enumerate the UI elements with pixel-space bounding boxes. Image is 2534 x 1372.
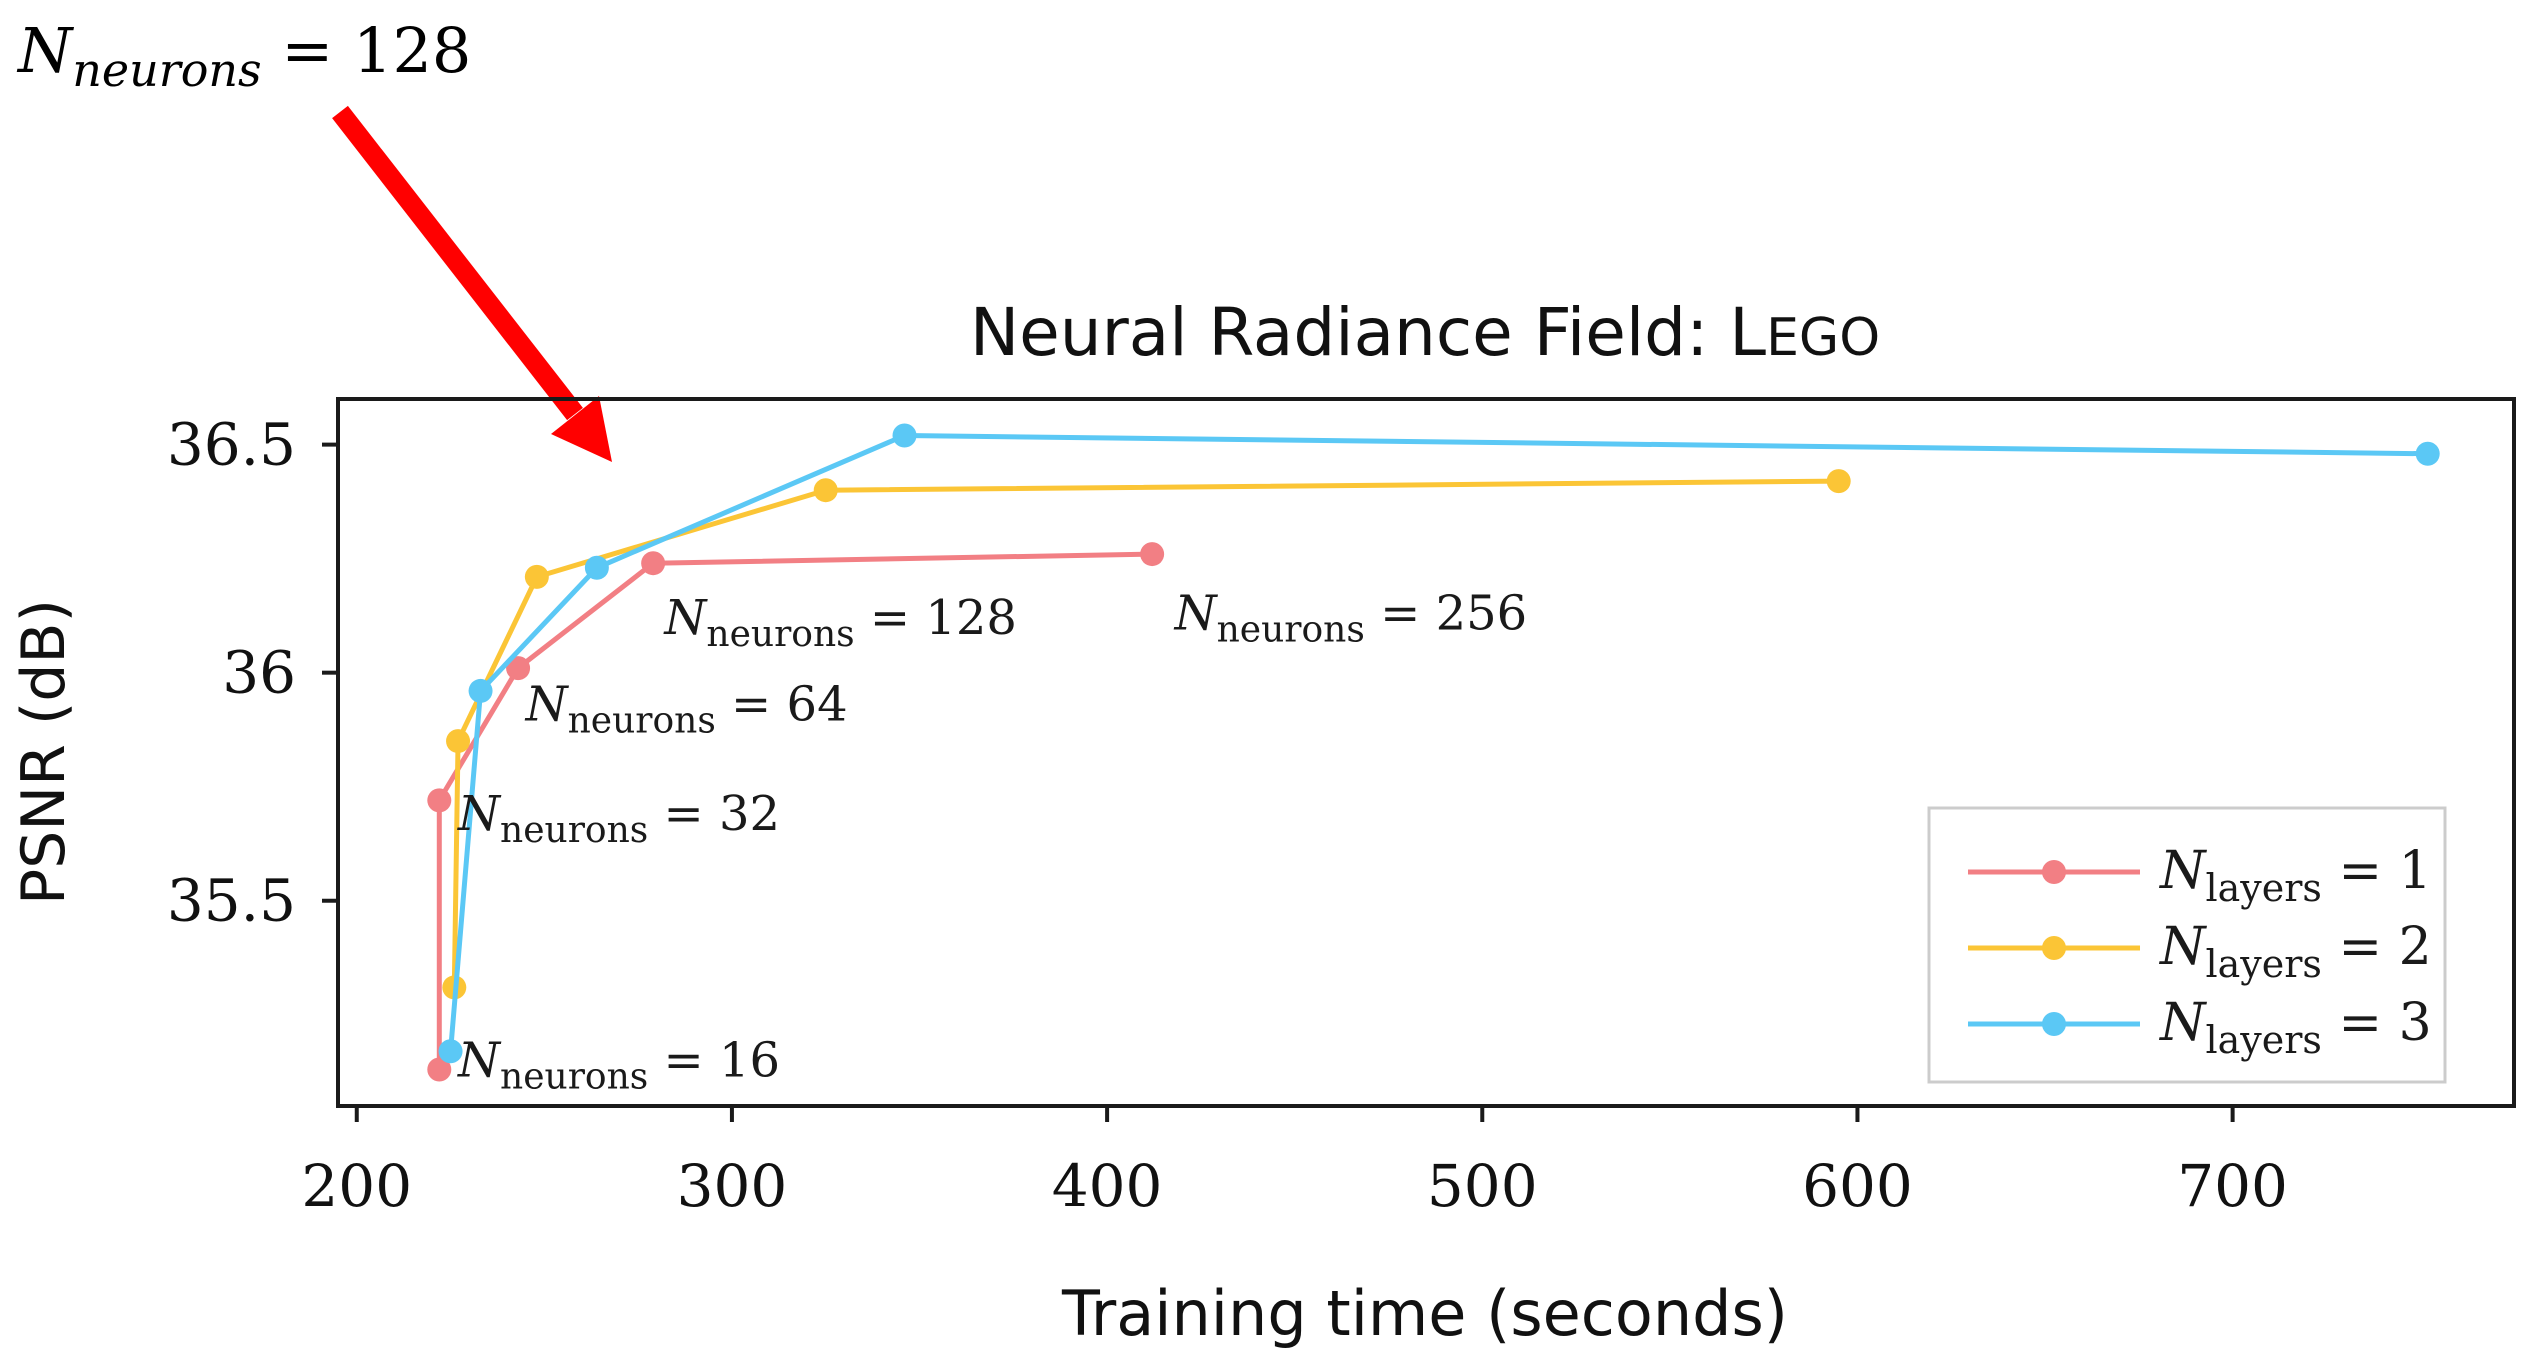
legend-label: Nlayers = 3 xyxy=(2158,993,2432,1062)
neuron-annotation: Nneurons = 32 xyxy=(457,786,780,851)
neuron-annotation-rest: = 256 xyxy=(1365,585,1527,641)
neuron-annotation-rest: = 32 xyxy=(648,786,780,842)
series-1-point xyxy=(1140,542,1165,567)
series-3-point xyxy=(468,678,493,703)
legend-label-main: N xyxy=(2158,841,2207,901)
legend-label: Nlayers = 1 xyxy=(2158,841,2432,910)
x-tick-label: 300 xyxy=(677,1152,788,1220)
series-3-point xyxy=(892,423,917,448)
neuron-annotation-main: N xyxy=(663,590,708,646)
neuron-annotation: Nneurons = 16 xyxy=(457,1032,780,1097)
legend-label-rest: = 2 xyxy=(2322,917,2432,977)
legend-swatch-marker xyxy=(2042,860,2066,884)
legend-swatch-marker xyxy=(2042,936,2066,960)
legend-label-main: N xyxy=(2158,917,2207,977)
neuron-annotation-sub: neurons xyxy=(568,701,716,742)
top-annotation-main: N xyxy=(16,14,75,87)
x-tick-label: 500 xyxy=(1427,1152,1538,1220)
y-axis-label: PSNR (dB) xyxy=(9,599,79,905)
legend-label-sub: layers xyxy=(2206,866,2322,910)
neuron-annotation: Nneurons = 64 xyxy=(525,677,848,742)
x-tick-label: 400 xyxy=(1052,1152,1163,1220)
chart-title-main: Neural Radiance Field: L xyxy=(970,294,1766,371)
y-tick-label: 35.5 xyxy=(167,867,296,935)
x-axis-ticks: 200 300 400 500 600 700 xyxy=(301,1106,2288,1220)
top-annotation: Nneurons = 128 xyxy=(16,14,612,462)
legend-swatch-marker xyxy=(2042,1012,2066,1036)
legend-label-main: N xyxy=(2158,993,2207,1053)
series-1-point xyxy=(506,656,531,681)
series-2-point xyxy=(524,564,549,589)
series-3-point xyxy=(2415,441,2440,466)
neuron-annotation-rest: = 128 xyxy=(855,590,1017,646)
series-1-point xyxy=(427,1057,452,1082)
top-annotation-sub: neurons xyxy=(72,43,261,97)
series-2-point xyxy=(1826,469,1851,494)
x-tick-label: 600 xyxy=(1802,1152,1913,1220)
legend-label-rest: = 1 xyxy=(2322,841,2432,901)
neuron-annotation-rest: = 16 xyxy=(648,1032,780,1088)
neuron-annotation-main: N xyxy=(457,1032,502,1088)
top-annotation-label: Nneurons = 128 xyxy=(16,14,471,97)
legend-box xyxy=(1927,806,2447,1084)
series-2-point xyxy=(446,729,471,754)
series-1-point xyxy=(641,551,666,576)
series-3-point xyxy=(438,1039,463,1064)
red-arrow-head xyxy=(551,396,612,462)
x-axis-label: Training time (seconds) xyxy=(1061,1277,1788,1350)
legend-label: Nlayers = 2 xyxy=(2158,917,2432,986)
red-arrow-shaft xyxy=(332,105,583,421)
x-tick-label: 700 xyxy=(2177,1152,2288,1220)
top-annotation-rest: = 128 xyxy=(262,14,472,87)
series-1-point xyxy=(427,788,452,813)
neuron-annotation-rest: = 64 xyxy=(716,677,848,733)
legend-label-sub: layers xyxy=(2206,1018,2322,1062)
y-axis-ticks: 35.5 36 36.5 xyxy=(167,411,338,935)
series-layer xyxy=(427,423,2440,1082)
neuron-annotation-sub: neurons xyxy=(706,614,854,655)
y-tick-label: 36.5 xyxy=(167,411,296,479)
y-tick-label: 36 xyxy=(222,639,296,707)
neuron-annotation-main: N xyxy=(457,786,502,842)
chart-title-smallcaps: EGO xyxy=(1766,308,1880,368)
neuron-annotation-main: N xyxy=(1174,585,1219,641)
plot-frame xyxy=(336,397,2516,1108)
neuron-annotation: Nneurons = 128 xyxy=(663,590,1017,655)
legend-label-sub: layers xyxy=(2206,942,2322,986)
x-tick-label: 200 xyxy=(301,1152,412,1220)
legend-label-rest: = 3 xyxy=(2322,993,2432,1053)
series-3-point xyxy=(584,555,609,580)
series-2-point xyxy=(813,478,838,503)
neuron-annotation: Nneurons = 256 xyxy=(1174,585,1528,650)
neuron-annotation-main: N xyxy=(525,677,570,733)
neuron-annotation-sub: neurons xyxy=(1217,609,1365,650)
chart-title: Neural Radiance Field: LEGO xyxy=(970,294,1880,371)
neuron-annotation-sub: neurons xyxy=(500,810,648,851)
neuron-annotation-sub: neurons xyxy=(500,1056,648,1097)
